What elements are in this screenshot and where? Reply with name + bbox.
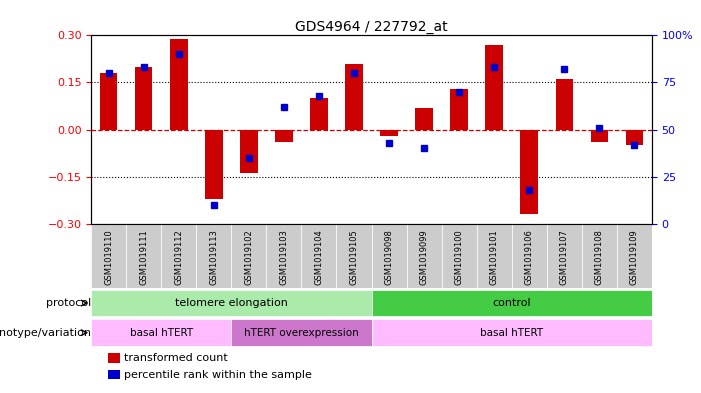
- Text: GSM1019100: GSM1019100: [455, 229, 463, 285]
- Text: control: control: [492, 298, 531, 308]
- Text: GSM1019110: GSM1019110: [104, 229, 113, 285]
- Bar: [231, 320, 372, 346]
- Bar: [372, 290, 652, 316]
- Text: GSM1019099: GSM1019099: [420, 229, 428, 285]
- Bar: [416, 108, 433, 130]
- Text: hTERT overexpression: hTERT overexpression: [244, 328, 359, 338]
- Text: GSM1019108: GSM1019108: [595, 229, 604, 285]
- Bar: [126, 224, 161, 288]
- Bar: [170, 39, 188, 130]
- Text: GSM1019111: GSM1019111: [139, 229, 148, 285]
- Text: GSM1019098: GSM1019098: [385, 229, 393, 285]
- Bar: [135, 67, 153, 130]
- Bar: [372, 320, 652, 346]
- Bar: [407, 224, 442, 288]
- Bar: [617, 224, 652, 288]
- Text: GSM1019107: GSM1019107: [560, 229, 569, 285]
- Bar: [381, 130, 398, 136]
- Bar: [301, 224, 336, 288]
- Text: percentile rank within the sample: percentile rank within the sample: [123, 369, 311, 380]
- Bar: [547, 224, 582, 288]
- Text: telomere elongation: telomere elongation: [175, 298, 288, 308]
- Text: GSM1019103: GSM1019103: [280, 229, 288, 285]
- Text: GSM1019113: GSM1019113: [210, 229, 218, 285]
- Bar: [91, 320, 231, 346]
- Text: genotype/variation: genotype/variation: [0, 328, 91, 338]
- Text: protocol: protocol: [46, 298, 91, 308]
- Bar: [100, 73, 118, 130]
- Bar: [626, 130, 644, 145]
- Bar: [451, 89, 468, 130]
- Bar: [91, 224, 126, 288]
- Bar: [442, 224, 477, 288]
- Bar: [108, 370, 121, 379]
- Text: transformed count: transformed count: [123, 353, 227, 363]
- Bar: [91, 290, 372, 316]
- Title: GDS4964 / 227792_at: GDS4964 / 227792_at: [295, 20, 448, 34]
- Bar: [311, 98, 328, 130]
- Text: GSM1019104: GSM1019104: [315, 229, 323, 285]
- Bar: [275, 130, 293, 142]
- Text: GSM1019102: GSM1019102: [245, 229, 253, 285]
- Text: basal hTERT: basal hTERT: [130, 328, 193, 338]
- Bar: [582, 224, 617, 288]
- Text: GSM1019105: GSM1019105: [350, 229, 358, 285]
- Bar: [108, 353, 121, 362]
- Bar: [161, 224, 196, 288]
- Bar: [591, 130, 608, 142]
- Bar: [512, 224, 547, 288]
- Bar: [240, 130, 258, 173]
- Text: GSM1019106: GSM1019106: [525, 229, 533, 285]
- Bar: [336, 224, 372, 288]
- Bar: [556, 79, 573, 130]
- Bar: [231, 224, 266, 288]
- Bar: [486, 45, 503, 130]
- Text: basal hTERT: basal hTERT: [480, 328, 543, 338]
- Text: GSM1019109: GSM1019109: [630, 229, 639, 285]
- Bar: [477, 224, 512, 288]
- Bar: [196, 224, 231, 288]
- Bar: [521, 130, 538, 214]
- Text: GSM1019112: GSM1019112: [175, 229, 183, 285]
- Bar: [372, 224, 407, 288]
- Bar: [205, 130, 223, 198]
- Bar: [346, 64, 363, 130]
- Bar: [266, 224, 301, 288]
- Text: GSM1019101: GSM1019101: [490, 229, 498, 285]
